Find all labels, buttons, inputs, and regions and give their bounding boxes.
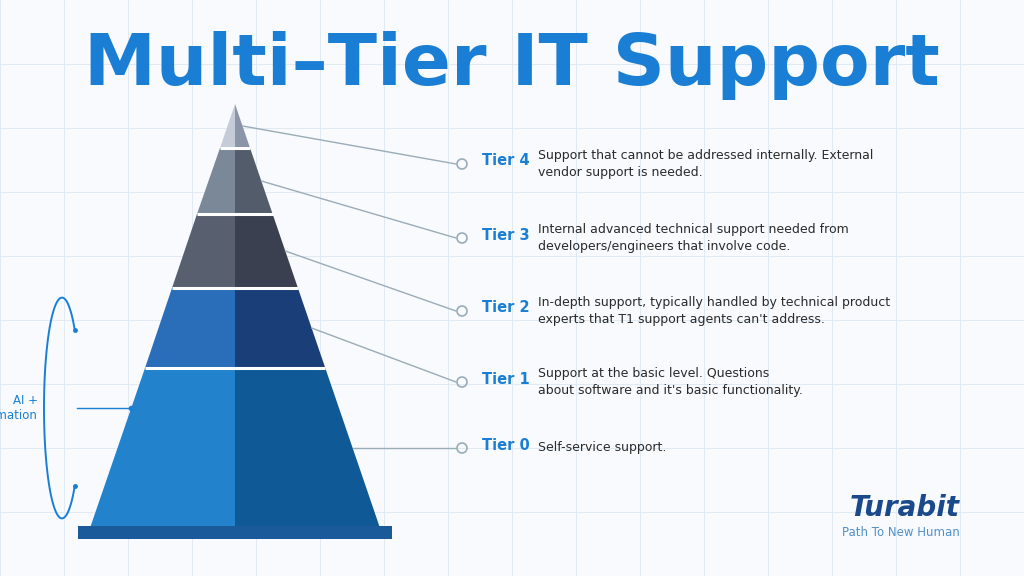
Polygon shape [234, 214, 298, 288]
Text: Tier 4: Tier 4 [482, 153, 529, 169]
Text: Self-service support.: Self-service support. [538, 441, 667, 454]
Polygon shape [90, 368, 234, 528]
Polygon shape [198, 148, 234, 214]
Polygon shape [234, 148, 272, 214]
Polygon shape [234, 104, 250, 148]
Text: Support at the basic level. Questions
about software and it's basic functionalit: Support at the basic level. Questions ab… [538, 367, 803, 397]
Polygon shape [234, 368, 380, 528]
Text: Internal advanced technical support needed from
developers/engineers that involv: Internal advanced technical support need… [538, 223, 849, 253]
Text: In-depth support, typically handled by technical product
experts that T1 support: In-depth support, typically handled by t… [538, 295, 890, 326]
Text: Tier 2: Tier 2 [482, 301, 529, 316]
Text: Tier 1: Tier 1 [482, 372, 529, 386]
Text: Tier 0: Tier 0 [482, 438, 529, 453]
Polygon shape [172, 214, 234, 288]
Text: Multi–Tier IT Support: Multi–Tier IT Support [84, 31, 940, 100]
Polygon shape [234, 288, 326, 368]
Polygon shape [220, 104, 234, 148]
Bar [78, 526, 392, 539]
Text: Support that cannot be addressed internally. External
vendor support is needed.: Support that cannot be addressed interna… [538, 149, 873, 179]
Text: Path To New Human: Path To New Human [843, 525, 961, 539]
Polygon shape [144, 288, 234, 368]
Text: AI +
Automation: AI + Automation [0, 394, 38, 422]
Text: Turabit: Turabit [850, 494, 961, 522]
Text: Tier 3: Tier 3 [482, 228, 529, 242]
